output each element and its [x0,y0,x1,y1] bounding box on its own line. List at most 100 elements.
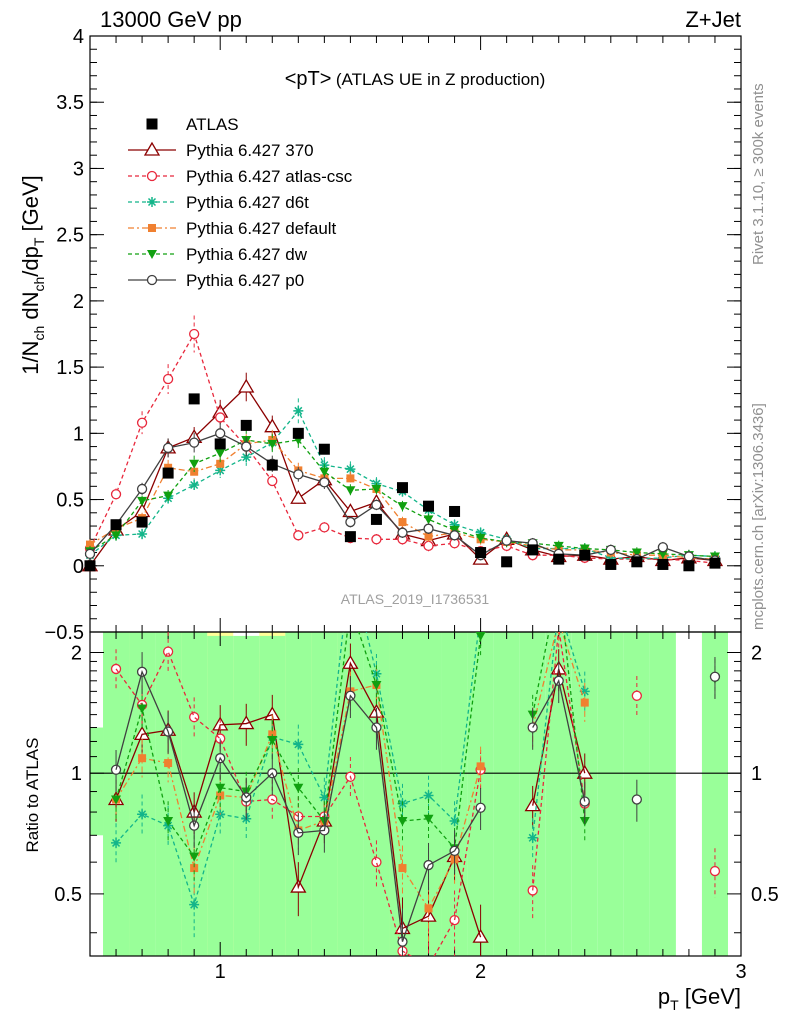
ratio-series-3-point [138,754,147,763]
green-band [597,632,624,956]
ratio-bands [90,632,728,956]
series-4-point [319,467,330,477]
ratio-series-1-point [449,915,460,926]
series-2-point [293,405,304,416]
axes: −0.5 0 0.5 1 1.5 2 2.5 3 3.5 4 0.5 0.5 1 1 2 2 1 2 3 [45,26,779,983]
legend-marker-data [146,118,158,130]
series-5-point [345,516,356,528]
header-left: 13000 GeV pp [100,7,242,32]
ratio-series-0-point [212,716,229,731]
series-5-point [449,530,460,541]
series-4-point [631,548,642,558]
series-1-point [136,417,148,428]
series-2-point [189,479,200,490]
series-1-point [162,373,174,385]
ratio-series-3-point [580,698,589,707]
series-3-point [86,540,94,549]
main-y-tick-label: 2.5 [56,225,84,247]
series-4-point [553,541,564,551]
data-point [553,553,565,565]
legend-marker-5 [146,274,158,286]
ratio-series-1-point [371,856,382,868]
series-4-point [137,496,148,506]
series-0-point [238,378,255,393]
legend-label-data: ATLAS [186,115,239,134]
data-point [396,482,408,494]
main-y-tick-label: 0.5 [56,490,84,512]
ratio-series-4-point [267,736,278,746]
legend-label-2: Pythia 6.427 d6t [186,193,309,212]
green-band [493,632,520,956]
series-5-point [84,548,96,560]
series-3-point [346,474,355,483]
series-1-point [110,489,122,500]
plot-title-main: <pT> [285,68,332,90]
ratio-series-2-point [579,686,590,697]
series-2-point [137,528,148,539]
main-y-tick-label: 1 [73,423,84,445]
series-4-point [189,459,200,469]
ratio-series-4-point [397,816,408,826]
series-1-point [371,534,382,545]
data-point [84,560,96,572]
legend-marker-0 [143,141,161,156]
series-4-point [423,515,434,525]
ratio-series-4-point [111,795,122,805]
ratio-curves [107,632,721,956]
green-band [155,632,182,956]
main-y-tick-label: 3 [73,158,84,180]
series-1-point [423,540,434,552]
x-axis-label: pT [GeV] [658,984,741,1013]
ratio-series-4-point [215,783,226,793]
series-4-point [657,549,668,559]
data-point [266,459,278,471]
legend-marker-3 [148,224,156,232]
series-1-point [215,412,226,423]
data-point [136,516,148,528]
ratio-y-tick-label-left: 0.5 [54,884,82,906]
ratio-series-4-point [293,783,304,793]
legend-marker-2 [147,197,157,207]
side-text-rivet: Rivet 3.1.10, ≥ 300k events [750,83,767,265]
ratio-series-5-line [115,669,482,942]
ratio-series-1-point [162,646,174,657]
data-point [527,544,539,556]
series-2-point [241,452,252,463]
series-0-point [290,489,307,504]
series-3-point [398,518,407,527]
data-point [240,419,252,431]
data-point [162,467,174,479]
main-y-tick-label: 1.5 [56,357,84,379]
header-right: Z+Jet [685,7,741,32]
series-5-point [501,535,512,546]
data-point [292,427,304,439]
legend-label-3: Pythia 6.427 default [186,219,337,238]
green-band [441,632,468,956]
ratio-y-tick-label-right: 2 [751,643,762,665]
legend-marker-4 [147,250,157,259]
legend-label-0: Pythia 6.427 370 [186,141,314,160]
series-4-point [163,491,174,501]
legend-label-4: Pythia 6.427 dw [186,245,308,264]
data-point [605,558,617,570]
x-tick-label: 2 [475,961,486,983]
ratio-plot-frame [89,631,742,957]
main-y-axis-label: 1/Nch dNch/dpT [GeV] [18,175,47,375]
plot-title: <pT> (ATLAS UE in Z production) [285,68,546,90]
main-curves [81,315,724,572]
data-point [370,513,382,525]
series-1-point [319,522,330,533]
data-point [423,500,435,512]
series-4-point [397,502,408,512]
legend-entry-3: Pythia 6.427 default [128,219,337,238]
ratio-y-axis-label: Ratio to ATLAS [23,738,42,853]
series-5-point [162,442,174,454]
data-point [110,519,122,531]
ratio-y-tick-label-left: 1 [71,763,82,785]
legend-entry-4: Pythia 6.427 dw [128,245,308,264]
ratio-y-tick-label-right: 1 [751,763,762,785]
ratio-curves-clipped [107,632,721,956]
series-0-point [342,503,359,518]
ratio-series-2-line [532,632,586,838]
